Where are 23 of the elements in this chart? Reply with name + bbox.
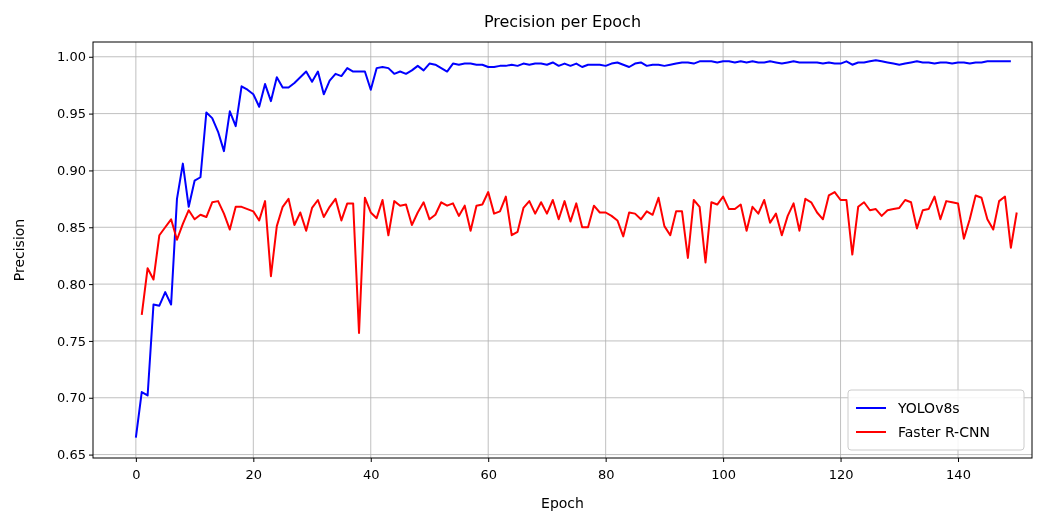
y-tick-label: 0.80 xyxy=(57,276,86,292)
legend-label: YOLOv8s xyxy=(897,400,960,416)
x-tick-label: 100 xyxy=(711,467,737,483)
x-tick-label: 120 xyxy=(828,467,854,483)
chart-title: Precision per Epoch xyxy=(483,12,642,31)
y-tick-label: 1.00 xyxy=(57,49,86,65)
x-tick-label: 40 xyxy=(362,467,380,483)
y-axis-title: Precision xyxy=(11,218,27,282)
y-tick-label: 0.70 xyxy=(57,390,86,406)
y-tick-label: 0.95 xyxy=(57,106,86,122)
legend-label: Faster R-CNN xyxy=(898,424,990,440)
line-series xyxy=(134,59,1012,439)
y-tick-label: 0.85 xyxy=(57,219,86,235)
x-axis-title: Epoch xyxy=(541,495,584,511)
x-tick-label: 60 xyxy=(480,467,497,483)
y-tick-label: 0.65 xyxy=(57,447,86,463)
x-tick-label: 20 xyxy=(245,467,263,483)
x-tick-label: 0 xyxy=(132,467,141,483)
y-tick-label: 0.75 xyxy=(57,333,86,349)
x-tick-label: 80 xyxy=(597,467,615,483)
y-tick-label: 0.90 xyxy=(57,163,86,179)
line-series xyxy=(140,191,1018,334)
x-tick-label: 140 xyxy=(946,467,971,483)
